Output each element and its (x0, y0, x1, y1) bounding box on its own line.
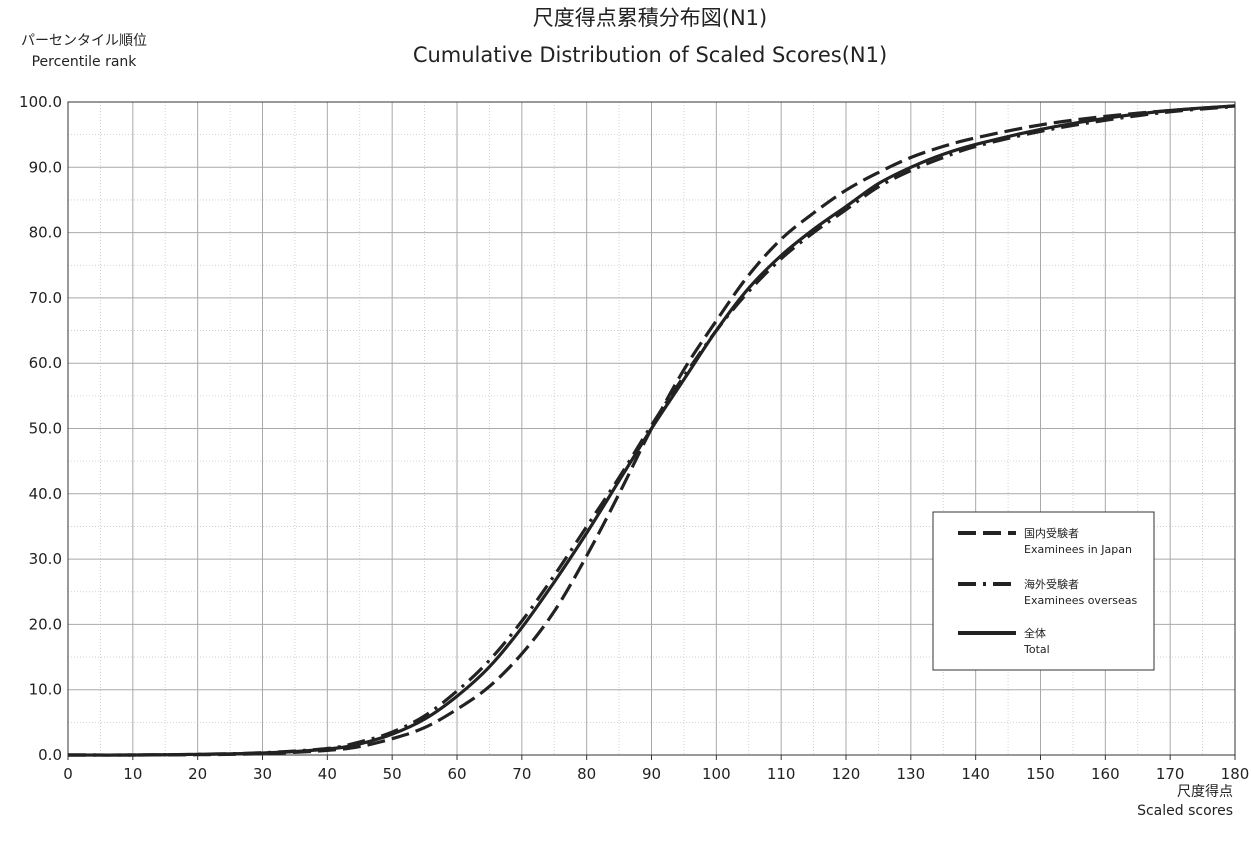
x-tick-labels: 0 10 20 30 40 50 60 70 80 90 100 110 120 130 140 150 160… (63, 755, 1249, 783)
x-tick-label: 40 (318, 765, 337, 783)
series-layer (67, 104, 1236, 757)
x-tick-label: 100 (702, 765, 731, 783)
y-tick-label: 100.0 (19, 93, 62, 111)
plot-frame (67, 101, 1236, 756)
chart-title-en: Cumulative Distribution of Scaled Scores… (413, 43, 887, 67)
legend: 国内受験者 Examinees in Japan 海外受験者 Examinees… (932, 511, 1155, 671)
legend-label-overseas-ja: 海外受験者 (1024, 577, 1079, 591)
series-line-japan (67, 104, 1236, 757)
x-tick-label: 130 (897, 765, 926, 783)
legend-label-japan-en: Examinees in Japan (1024, 543, 1132, 556)
x-tick-label: 120 (832, 765, 861, 783)
y-tick-label: 40.0 (29, 485, 62, 503)
x-axis-label-ja: 尺度得点 (1177, 783, 1233, 800)
x-tick-label: 180 (1221, 765, 1250, 783)
x-tick-label: 160 (1091, 765, 1120, 783)
y-tick-label: 90.0 (29, 158, 62, 176)
y-tick-label: 70.0 (29, 289, 62, 307)
legend-label-total-ja: 全体 (1024, 626, 1046, 640)
x-tick-label: 60 (447, 765, 466, 783)
x-tick-label: 140 (961, 765, 990, 783)
y-tick-label: 80.0 (29, 224, 62, 242)
series-line-total (67, 104, 1236, 757)
x-tick-label: 90 (642, 765, 661, 783)
series-line-overseas (67, 105, 1236, 757)
y-axis-label-ja: パーセンタイル順位 (21, 33, 147, 49)
x-axis-label-en: Scaled scores (1137, 803, 1233, 819)
x-tick-label: 20 (188, 765, 207, 783)
x-tick-label: 0 (63, 765, 73, 783)
y-tick-label: 0.0 (38, 746, 62, 764)
y-tick-labels: 0.0 10.0 20.0 30.0 40.0 50.0 60.0 70.0 80.0 90.0 1… (19, 93, 62, 764)
x-tick-label: 70 (512, 765, 531, 783)
y-tick-label: 50.0 (29, 420, 62, 438)
x-tick-label: 110 (767, 765, 796, 783)
x-tick-label: 170 (1156, 765, 1185, 783)
major-grid (68, 102, 1235, 755)
legend-label-total-en: Total (1023, 643, 1050, 656)
legend-label-japan-ja: 国内受験者 (1024, 526, 1079, 540)
x-tick-label: 30 (253, 765, 272, 783)
legend-box (932, 511, 1155, 671)
chart-title-ja: 尺度得点累積分布図(N1) (533, 6, 767, 30)
y-tick-label: 10.0 (29, 681, 62, 699)
x-tick-label: 150 (1026, 765, 1055, 783)
y-axis-label-en: Percentile rank (32, 54, 138, 70)
y-tick-label: 60.0 (29, 354, 62, 372)
x-tick-label: 80 (577, 765, 596, 783)
y-tick-label: 30.0 (29, 550, 62, 568)
y-tick-label: 20.0 (29, 615, 62, 633)
x-tick-label: 10 (123, 765, 142, 783)
legend-label-overseas-en: Examinees overseas (1024, 594, 1137, 607)
x-tick-label: 50 (383, 765, 402, 783)
